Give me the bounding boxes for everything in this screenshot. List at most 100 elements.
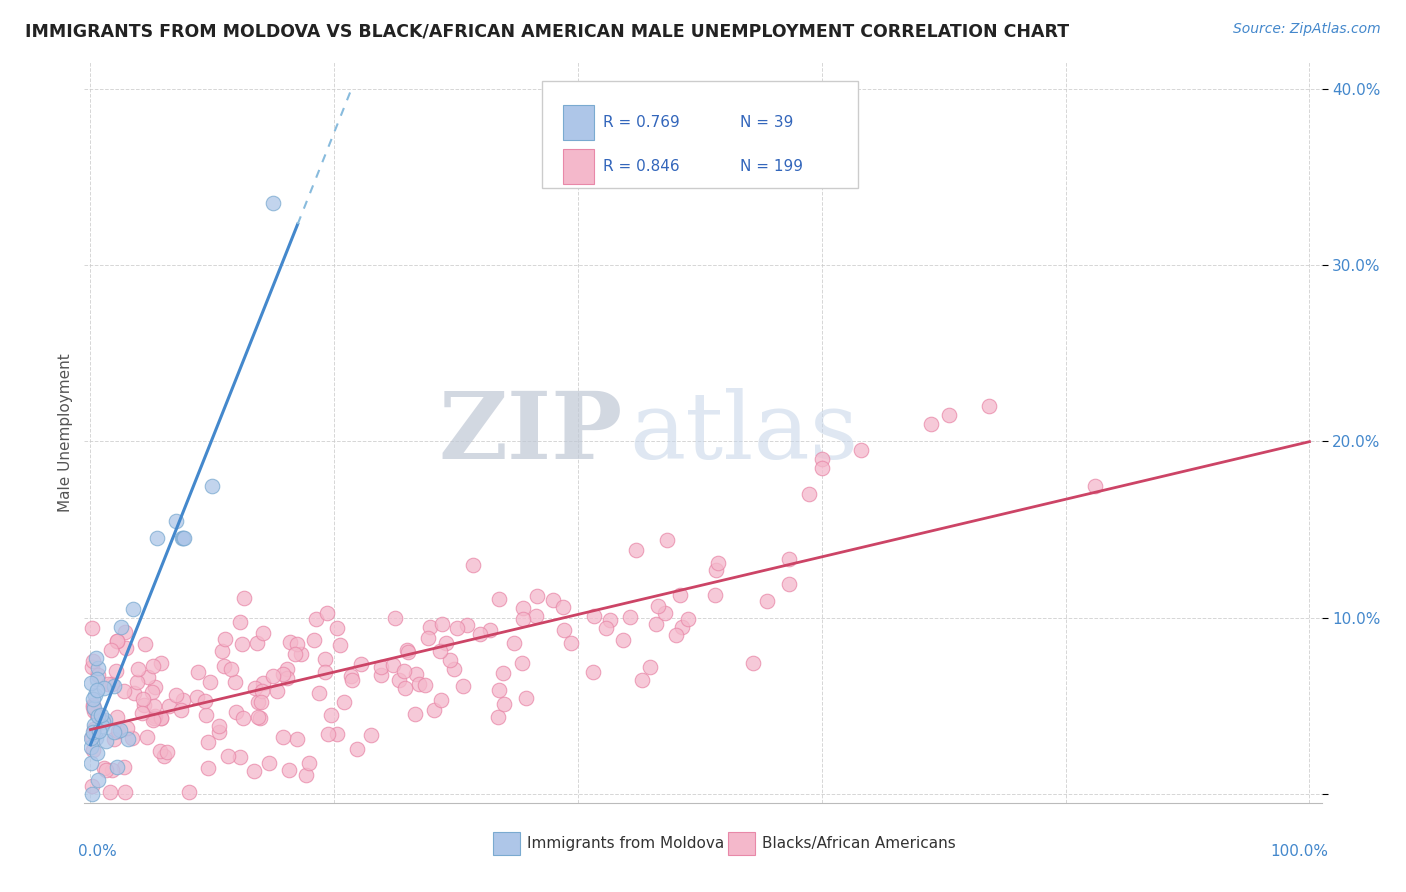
- Point: [150, 657, 173, 671]
- Point: [778, 551, 800, 566]
- Point: [231, 637, 253, 651]
- Point: [84, 731, 107, 746]
- FancyBboxPatch shape: [728, 832, 755, 855]
- Point: [170, 532, 193, 546]
- Text: N = 39: N = 39: [740, 115, 793, 130]
- Point: [461, 558, 484, 572]
- Point: [278, 764, 301, 778]
- Point: [333, 695, 356, 709]
- Point: [285, 637, 308, 651]
- Point: [250, 695, 273, 709]
- Point: [284, 647, 307, 661]
- Point: [394, 681, 416, 695]
- Point: [224, 674, 246, 689]
- Point: [201, 478, 224, 492]
- Point: [422, 703, 444, 717]
- Point: [305, 612, 328, 626]
- Point: [105, 634, 128, 648]
- Point: [132, 691, 155, 706]
- Point: [229, 615, 252, 629]
- Point: [90, 719, 112, 733]
- FancyBboxPatch shape: [492, 832, 520, 855]
- Point: [197, 761, 219, 775]
- Point: [150, 711, 173, 725]
- Point: [266, 684, 288, 698]
- Point: [91, 715, 114, 730]
- Point: [114, 641, 136, 656]
- Point: [125, 674, 148, 689]
- Point: [103, 732, 125, 747]
- FancyBboxPatch shape: [564, 149, 595, 185]
- Point: [80, 779, 103, 793]
- Point: [392, 664, 415, 678]
- FancyBboxPatch shape: [564, 105, 595, 140]
- Point: [91, 714, 114, 728]
- Point: [114, 624, 136, 639]
- Point: [112, 760, 135, 774]
- Point: [97, 677, 120, 691]
- Point: [108, 723, 131, 737]
- Text: atlas: atlas: [628, 388, 858, 477]
- Point: [271, 667, 294, 681]
- Point: [741, 656, 763, 670]
- Point: [233, 591, 256, 606]
- Point: [276, 662, 298, 676]
- Point: [82, 699, 104, 714]
- Point: [560, 636, 582, 650]
- Point: [315, 665, 337, 680]
- Point: [143, 709, 166, 723]
- Point: [512, 612, 534, 626]
- Point: [198, 675, 221, 690]
- Point: [142, 713, 165, 727]
- Point: [98, 785, 121, 799]
- Point: [105, 709, 128, 723]
- Point: [242, 764, 264, 779]
- Point: [492, 666, 515, 681]
- Point: [194, 694, 217, 708]
- Point: [326, 621, 349, 635]
- Point: [456, 618, 478, 632]
- Point: [117, 722, 139, 736]
- Point: [443, 662, 465, 676]
- Point: [187, 665, 209, 680]
- Point: [197, 735, 219, 749]
- Point: [595, 621, 617, 635]
- Point: [488, 592, 510, 607]
- Text: Immigrants from Moldova: Immigrants from Moldova: [527, 836, 724, 851]
- Point: [654, 606, 676, 620]
- Point: [502, 635, 524, 649]
- Point: [143, 681, 166, 695]
- Point: [262, 196, 284, 211]
- Point: [340, 673, 363, 687]
- Point: [468, 626, 491, 640]
- Point: [83, 722, 105, 736]
- Point: [82, 725, 104, 739]
- Point: [165, 514, 187, 528]
- Point: [208, 719, 231, 733]
- Point: [977, 399, 1000, 413]
- Point: [86, 773, 108, 788]
- Point: [110, 619, 132, 633]
- Point: [82, 654, 104, 668]
- FancyBboxPatch shape: [543, 81, 858, 188]
- Point: [80, 739, 103, 754]
- Point: [114, 785, 136, 799]
- Point: [100, 764, 122, 778]
- Point: [434, 636, 457, 650]
- Point: [1084, 478, 1107, 492]
- Point: [582, 609, 605, 624]
- Point: [172, 532, 194, 546]
- Point: [232, 711, 254, 725]
- Point: [80, 660, 103, 674]
- Point: [755, 594, 778, 608]
- Point: [395, 643, 418, 657]
- Text: Blacks/African Americans: Blacks/African Americans: [762, 836, 956, 851]
- Point: [214, 632, 236, 646]
- Point: [134, 636, 156, 650]
- Point: [80, 622, 103, 636]
- Text: ZIP: ZIP: [439, 388, 623, 477]
- Point: [938, 408, 960, 422]
- Point: [811, 461, 834, 475]
- Point: [370, 668, 392, 682]
- Point: [165, 688, 187, 702]
